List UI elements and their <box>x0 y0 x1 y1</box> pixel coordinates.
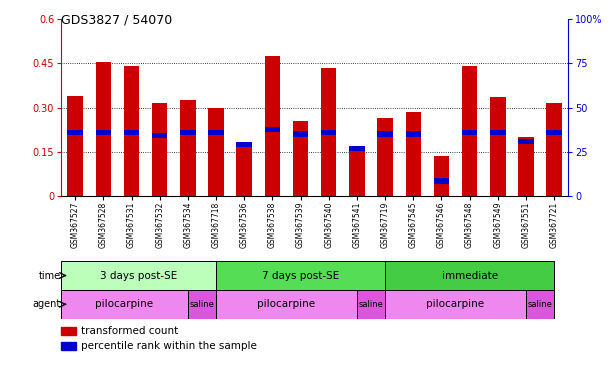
Bar <box>61 261 216 290</box>
Bar <box>462 66 477 196</box>
Bar <box>349 146 365 151</box>
Text: pilocarpine: pilocarpine <box>257 299 315 310</box>
Bar <box>95 62 111 196</box>
Bar <box>490 97 505 196</box>
Text: pilocarpine: pilocarpine <box>426 299 485 310</box>
Bar <box>236 147 252 196</box>
Text: time: time <box>39 270 61 281</box>
Bar <box>236 142 252 147</box>
Bar <box>518 137 534 196</box>
Bar <box>124 130 139 135</box>
Bar <box>462 130 477 135</box>
Bar <box>293 131 309 137</box>
Text: percentile rank within the sample: percentile rank within the sample <box>81 341 257 351</box>
Bar <box>406 112 421 196</box>
Text: saline: saline <box>528 300 552 309</box>
Bar <box>152 133 167 138</box>
Text: transformed count: transformed count <box>81 326 178 336</box>
Bar <box>518 139 534 144</box>
Bar <box>434 156 449 196</box>
Bar <box>385 261 554 290</box>
Text: 3 days post-SE: 3 days post-SE <box>100 270 177 281</box>
Bar <box>406 131 421 137</box>
Bar <box>208 130 224 135</box>
Text: immediate: immediate <box>442 270 498 281</box>
Bar <box>378 131 393 137</box>
Bar <box>180 130 196 135</box>
Bar <box>67 130 83 135</box>
Bar <box>434 179 449 184</box>
Bar <box>546 103 562 196</box>
Bar <box>152 103 167 196</box>
Bar <box>293 121 309 196</box>
Bar <box>61 327 76 335</box>
Bar <box>208 108 224 196</box>
Bar <box>349 149 365 196</box>
Bar <box>546 130 562 135</box>
Bar <box>321 68 337 196</box>
Bar <box>61 342 76 350</box>
Bar <box>321 130 337 135</box>
Bar <box>216 261 385 290</box>
Text: GDS3827 / 54070: GDS3827 / 54070 <box>61 13 172 26</box>
Bar <box>188 290 216 319</box>
Bar <box>385 290 526 319</box>
Text: 7 days post-SE: 7 days post-SE <box>262 270 339 281</box>
Bar <box>180 100 196 196</box>
Bar <box>265 127 280 132</box>
Bar <box>216 290 357 319</box>
Bar <box>378 118 393 196</box>
Text: agent: agent <box>33 299 61 310</box>
Bar <box>95 130 111 135</box>
Bar <box>67 96 83 196</box>
Bar <box>124 66 139 196</box>
Text: pilocarpine: pilocarpine <box>95 299 153 310</box>
Bar <box>61 290 188 319</box>
Bar <box>526 290 554 319</box>
Bar <box>265 56 280 196</box>
Text: saline: saline <box>359 300 384 309</box>
Bar <box>357 290 385 319</box>
Text: saline: saline <box>189 300 214 309</box>
Bar <box>490 130 505 135</box>
